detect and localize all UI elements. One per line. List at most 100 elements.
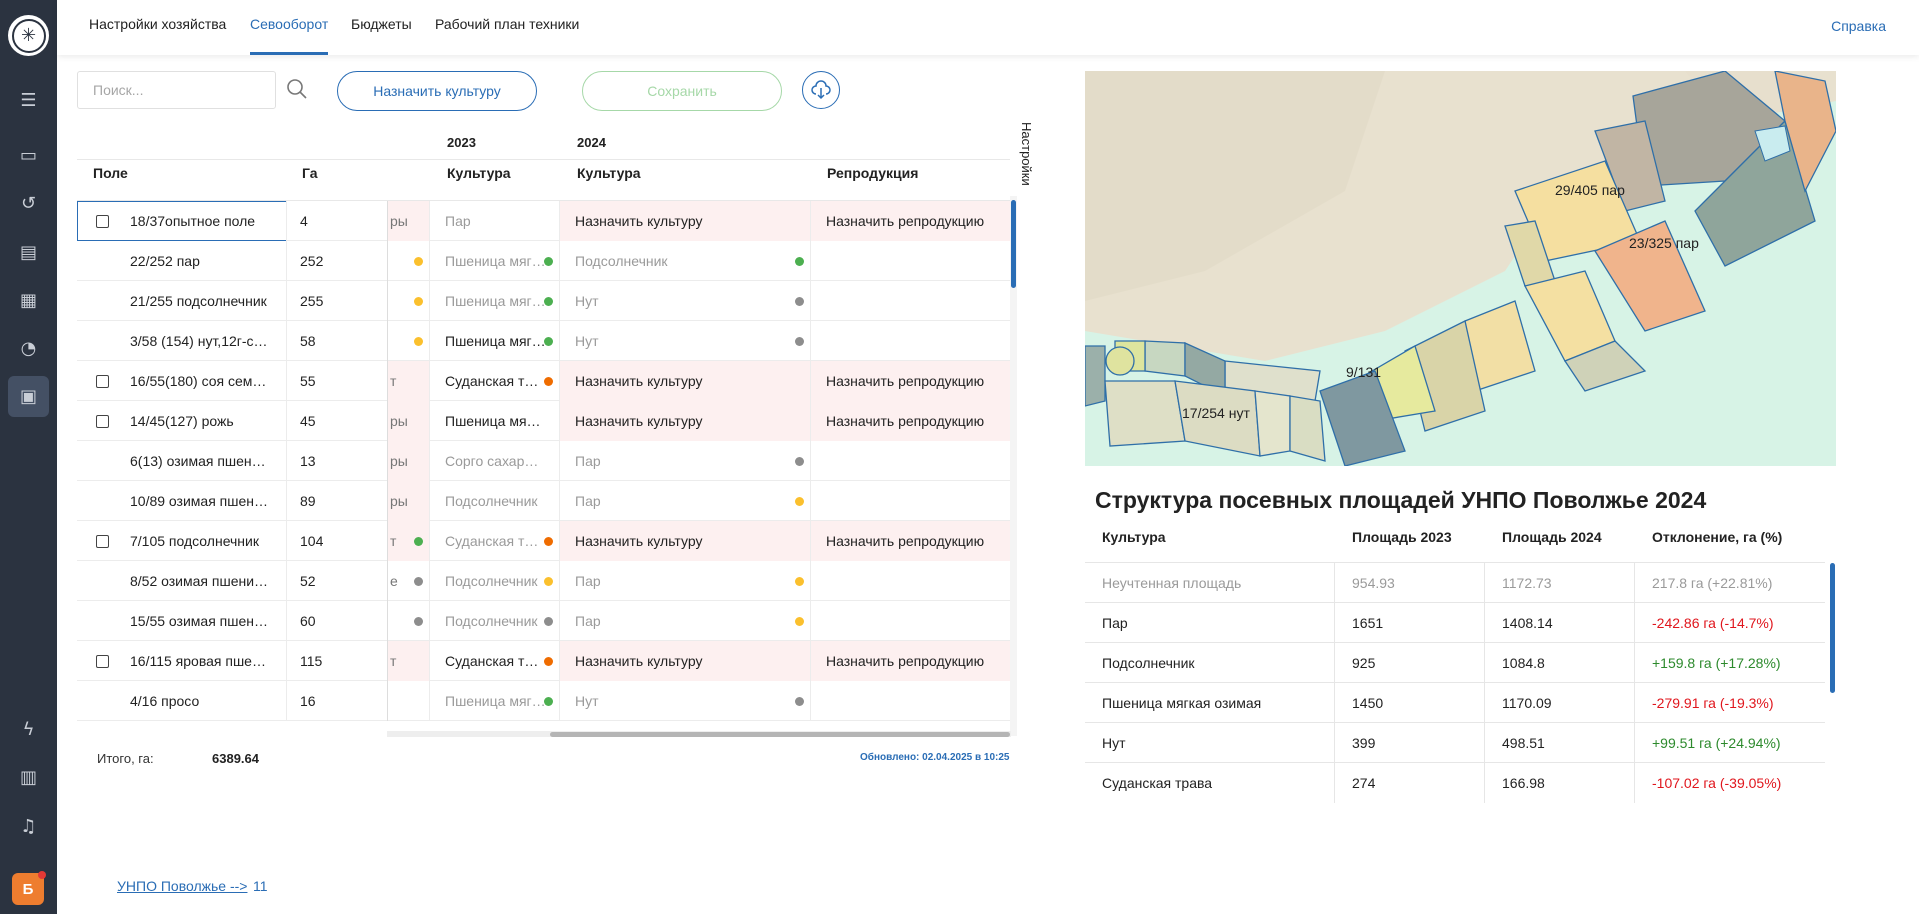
farm-link[interactable]: УНПО Поволжье --> bbox=[117, 878, 248, 894]
crop-2023-cell[interactable]: Пар bbox=[430, 201, 560, 241]
crop-2024-cell[interactable]: Пар bbox=[560, 561, 811, 601]
parcel[interactable] bbox=[1254, 390, 1291, 457]
crop-2023-cell[interactable]: Подсолнечник bbox=[430, 601, 560, 641]
crop-2024-cell[interactable]: Пар bbox=[560, 481, 811, 521]
reproduction-cell[interactable]: Назначить репродукцию bbox=[811, 401, 1010, 441]
history-icon[interactable]: ↺ bbox=[20, 193, 37, 214]
parcel-23-325[interactable] bbox=[1594, 220, 1706, 332]
reproduction-cell[interactable]: Назначить репродукцию bbox=[811, 521, 1010, 561]
prev-crop-cell[interactable] bbox=[387, 681, 430, 721]
table-row[interactable]: 16/55(180) соя сем… 55 т Суданская т… Назнач… bbox=[77, 361, 1010, 401]
parcel[interactable] bbox=[1319, 370, 1406, 466]
field-cell[interactable]: 16/115 яровая пше… bbox=[77, 641, 287, 681]
tab-machinery-plan[interactable]: Рабочий план техники bbox=[435, 16, 580, 32]
prev-crop-cell[interactable]: е bbox=[387, 561, 430, 601]
row-checkbox[interactable] bbox=[96, 415, 109, 428]
help-link[interactable]: Справка bbox=[1831, 18, 1886, 34]
tab-crop-rotation[interactable]: Севооборот bbox=[250, 16, 329, 55]
parcel-round[interactable] bbox=[1105, 346, 1135, 376]
stats-scrollbar[interactable] bbox=[1830, 563, 1835, 693]
crop-2024-cell[interactable]: Назначить культуру bbox=[560, 201, 811, 241]
reproduction-cell[interactable] bbox=[811, 681, 1010, 721]
table-row[interactable]: 21/255 подсолнечник 255 Пшеница мяг… Нут bbox=[77, 281, 1010, 321]
crop-2024-cell[interactable]: Назначить культуру bbox=[560, 521, 811, 561]
save-button[interactable]: Сохранить bbox=[582, 71, 782, 111]
crop-2023-cell[interactable]: Подсолнечник bbox=[430, 481, 560, 521]
table-row[interactable]: 22/252 пар 252 Пшеница мяг… Подсолнечник bbox=[77, 241, 1010, 281]
tab-farm-settings[interactable]: Настройки хозяйства bbox=[89, 16, 227, 32]
crop-2024-cell[interactable]: Подсолнечник bbox=[560, 241, 811, 281]
crop-2023-cell[interactable]: Подсолнечник bbox=[430, 561, 560, 601]
prev-crop-cell[interactable]: т bbox=[387, 521, 430, 561]
reproduction-cell[interactable] bbox=[811, 321, 1010, 361]
assign-crop-button[interactable]: Назначить культуру bbox=[337, 71, 537, 111]
reproduction-cell[interactable] bbox=[811, 561, 1010, 601]
col-ga-header[interactable]: Га bbox=[302, 165, 318, 181]
table-row[interactable]: 18/37опытное поле 4 ры Пар Назначить культур… bbox=[77, 201, 1010, 241]
crop-2023-cell[interactable]: Пшеница мяг… bbox=[430, 321, 560, 361]
table-row[interactable]: 6(13) озимая пшен… 13 ры Сорго сахар… Пар bbox=[77, 441, 1010, 481]
prev-crop-cell[interactable]: ры bbox=[387, 401, 430, 441]
crop-2024-cell[interactable]: Нут bbox=[560, 321, 811, 361]
field-cell[interactable]: 22/252 пар bbox=[77, 241, 287, 281]
pie-chart-icon[interactable]: ◔ bbox=[20, 338, 37, 359]
parcel[interactable] bbox=[1564, 340, 1647, 392]
monitor-icon[interactable]: ▭ bbox=[19, 145, 37, 166]
crop-2023-cell[interactable]: Пшеница мя… bbox=[430, 401, 560, 441]
map-canvas[interactable] bbox=[1085, 71, 1836, 466]
prev-crop-cell[interactable] bbox=[387, 601, 430, 641]
row-checkbox[interactable] bbox=[96, 375, 109, 388]
reproduction-cell[interactable] bbox=[811, 601, 1010, 641]
field-cell[interactable]: 21/255 подсолнечник bbox=[77, 281, 287, 321]
table-row[interactable]: 10/89 озимая пшен… 89 ры Подсолнечник Пар bbox=[77, 481, 1010, 521]
crop-2024-cell[interactable]: Назначить культуру bbox=[560, 401, 811, 441]
crop-2024-cell[interactable]: Назначить культуру bbox=[560, 361, 811, 401]
prev-crop-cell[interactable] bbox=[387, 281, 430, 321]
settings-side-tab[interactable]: Настройки bbox=[1019, 122, 1034, 186]
reproduction-cell[interactable] bbox=[811, 281, 1010, 321]
prev-crop-cell[interactable]: ры bbox=[387, 201, 430, 241]
crop-2023-cell[interactable]: Пшеница мяг… bbox=[430, 281, 560, 321]
search-icon[interactable] bbox=[286, 78, 308, 100]
prev-crop-cell[interactable] bbox=[387, 321, 430, 361]
col-crop-2023-header[interactable]: Культура bbox=[447, 165, 511, 181]
table-row[interactable]: 3/58 (154) нут,12г-с… 58 Пшеница мяг… Нут bbox=[77, 321, 1010, 361]
crop-2023-cell[interactable]: Суданская т… bbox=[430, 361, 560, 401]
cloud-download-button[interactable] bbox=[802, 71, 840, 109]
reproduction-cell[interactable] bbox=[811, 481, 1010, 521]
reproduction-cell[interactable]: Назначить репродукцию bbox=[811, 201, 1010, 241]
prev-crop-cell[interactable]: ры bbox=[387, 441, 430, 481]
menu-icon[interactable]: ☰ bbox=[20, 90, 37, 111]
reproduction-cell[interactable]: Назначить репродукцию bbox=[811, 641, 1010, 681]
prev-crop-cell[interactable]: т bbox=[387, 641, 430, 681]
parcel[interactable] bbox=[1289, 395, 1326, 462]
store-icon[interactable]: ▥ bbox=[19, 767, 37, 788]
search-input[interactable] bbox=[77, 71, 276, 109]
grid-vertical-scrollbar[interactable] bbox=[1011, 200, 1016, 288]
parcel[interactable] bbox=[1085, 345, 1106, 407]
col-field-header[interactable]: Поле bbox=[93, 165, 128, 181]
row-checkbox[interactable] bbox=[96, 655, 109, 668]
crop-2023-cell[interactable]: Пшеница мяг… bbox=[430, 681, 560, 721]
table-row[interactable]: 8/52 озимая пшени… 52 е Подсолнечник Пар bbox=[77, 561, 1010, 601]
field-cell[interactable]: 6(13) озимая пшен… bbox=[77, 441, 287, 481]
table-row[interactable]: 16/115 яровая пше… 115 т Суданская т… Назнач… bbox=[77, 641, 1010, 681]
crop-2024-cell[interactable]: Пар bbox=[560, 601, 811, 641]
table-row[interactable]: 14/45(127) рожь 45 ры Пшеница мя… Назначить … bbox=[77, 401, 1010, 441]
crop-2023-cell[interactable]: Суданская т… bbox=[430, 641, 560, 681]
row-checkbox[interactable] bbox=[96, 535, 109, 548]
field-cell[interactable]: 14/45(127) рожь bbox=[77, 401, 287, 441]
row-checkbox[interactable] bbox=[96, 215, 109, 228]
prev-crop-cell[interactable]: ры bbox=[387, 481, 430, 521]
prev-crop-cell[interactable] bbox=[387, 241, 430, 281]
tab-budgets[interactable]: Бюджеты bbox=[351, 16, 412, 32]
table-row[interactable]: 4/16 просо 16 Пшеница мяг… Нут bbox=[77, 681, 1010, 721]
crop-2024-cell[interactable]: Назначить культуру bbox=[560, 641, 811, 681]
reproduction-cell[interactable] bbox=[811, 241, 1010, 281]
field-cell[interactable]: 15/55 озимая пшен… bbox=[77, 601, 287, 641]
field-cell[interactable]: 7/105 подсолнечник bbox=[77, 521, 287, 561]
avatar[interactable]: Б bbox=[12, 871, 46, 905]
crop-2024-cell[interactable]: Нут bbox=[560, 681, 811, 721]
field-cell[interactable]: 3/58 (154) нут,12г-с… bbox=[77, 321, 287, 361]
grid-horizontal-scrollbar[interactable] bbox=[550, 732, 1010, 737]
